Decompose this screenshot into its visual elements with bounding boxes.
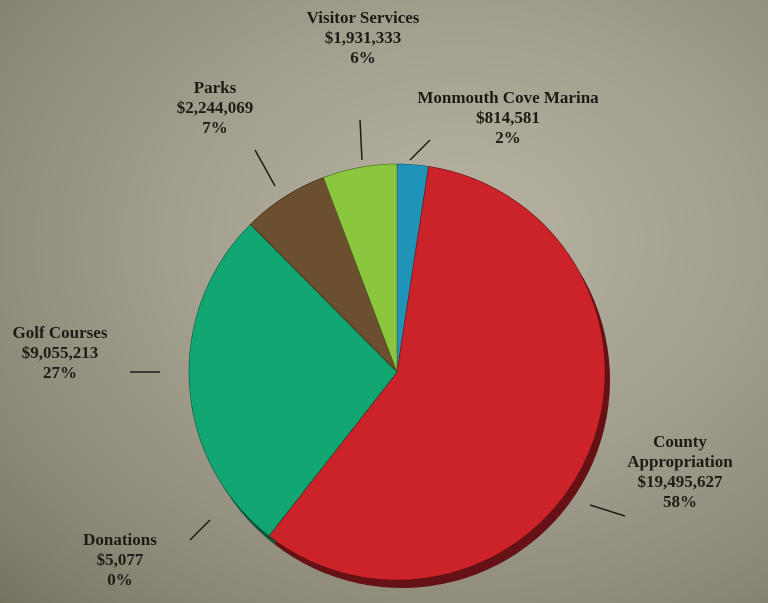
category-label: Donations <box>60 530 180 550</box>
category-label: Monmouth Cove Marina <box>400 88 616 108</box>
category-label: Golf Courses <box>0 323 120 343</box>
value-label: $814,581 <box>400 108 616 128</box>
category-label: Visitor Services <box>283 8 443 28</box>
percent-label: 0% <box>60 570 180 590</box>
percent-label: 2% <box>400 128 616 148</box>
value-label: $9,055,213 <box>0 343 120 363</box>
leader-line <box>360 120 362 160</box>
leader-line <box>190 520 210 540</box>
leader-line <box>255 150 275 186</box>
category-label: Parks <box>150 78 280 98</box>
percent-label: 6% <box>283 48 443 68</box>
percent-label: 58% <box>600 492 760 512</box>
value-label: $19,495,627 <box>600 472 760 492</box>
value-label: $1,931,333 <box>283 28 443 48</box>
category-label: County Appropriation <box>600 432 760 472</box>
percent-label: 27% <box>0 363 120 383</box>
value-label: $5,077 <box>60 550 180 570</box>
page: (() => { const data = JSON.parse(documen… <box>0 0 768 603</box>
percent-label: 7% <box>150 118 280 138</box>
chart <box>0 0 768 603</box>
value-label: $2,244,069 <box>150 98 280 118</box>
